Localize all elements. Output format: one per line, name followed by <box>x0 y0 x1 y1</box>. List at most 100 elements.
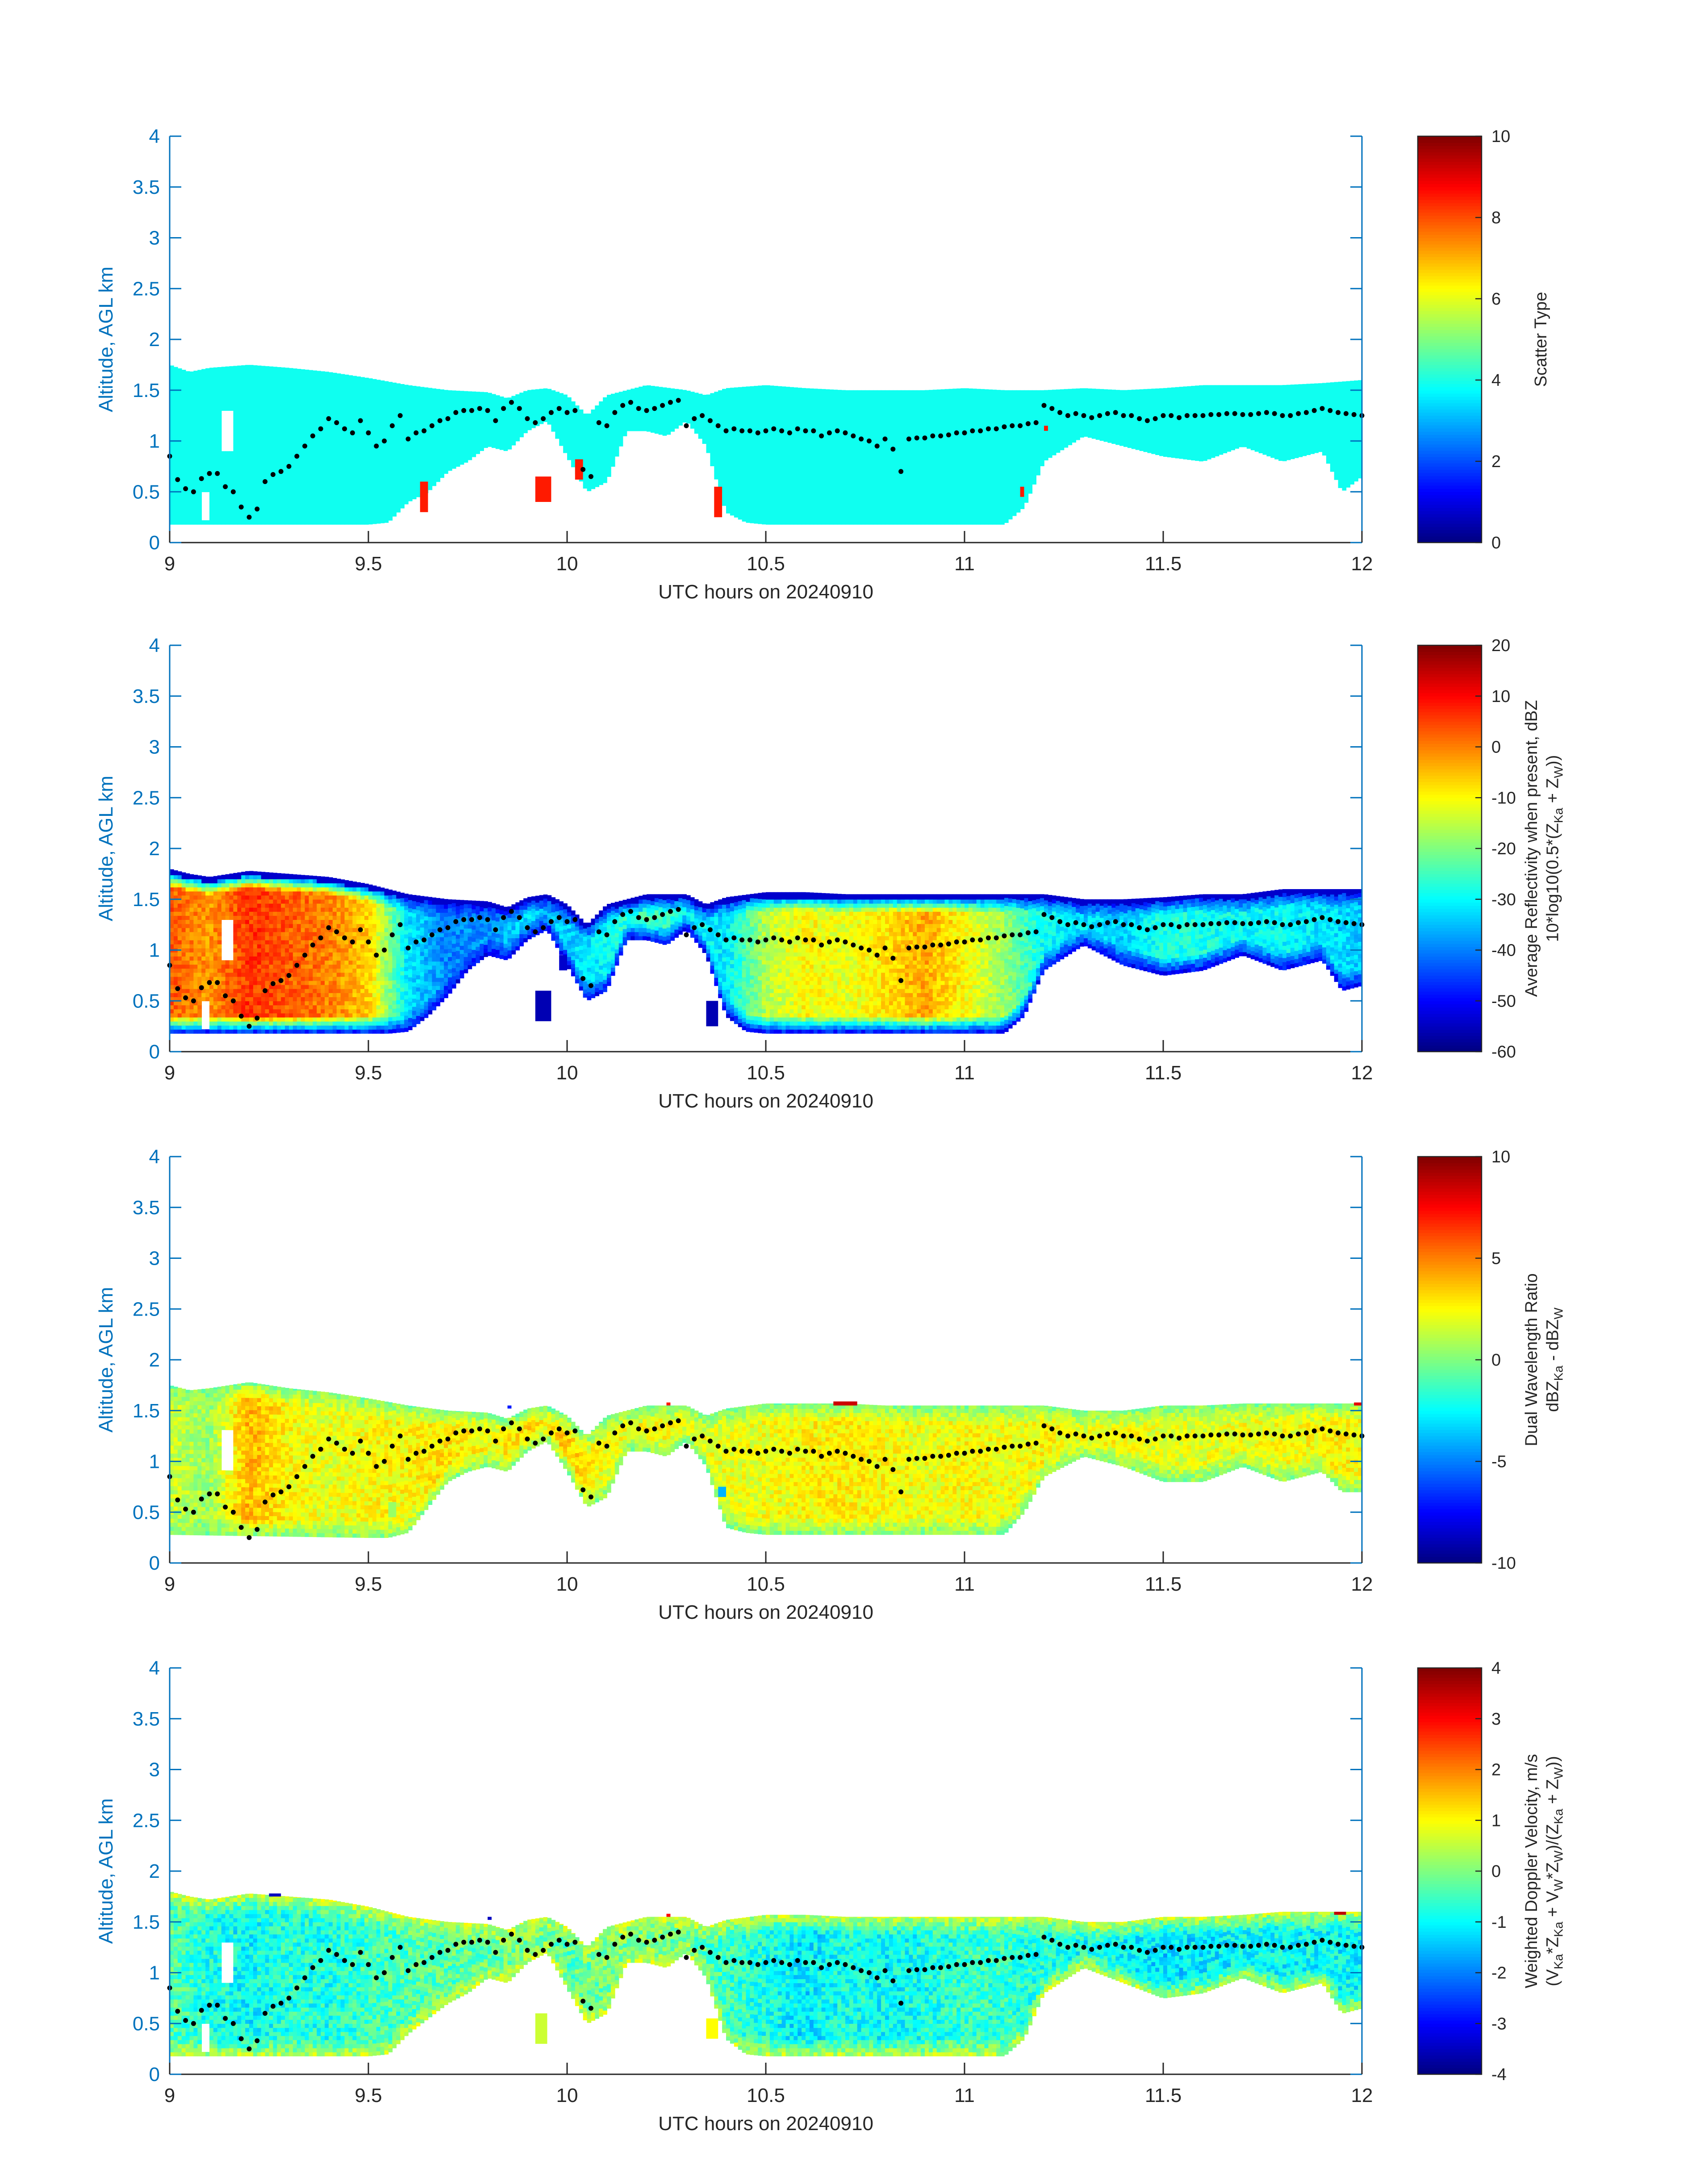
heatmap-cell <box>853 472 858 476</box>
heatmap-cell <box>670 427 675 432</box>
heatmap-cell <box>364 512 369 517</box>
heatmap-cell <box>305 439 309 443</box>
heatmap-cell <box>408 420 413 424</box>
heatmap-cell <box>404 427 409 431</box>
heatmap-cell <box>496 436 500 441</box>
heatmap-cell <box>615 432 619 436</box>
heatmap-cell <box>750 474 754 479</box>
heatmap-cell <box>201 468 206 472</box>
heatmap-cell <box>714 451 718 455</box>
heatmap-cell <box>555 402 560 406</box>
heatmap-cell <box>360 468 365 472</box>
heatmap-cell <box>897 439 902 443</box>
heatmap-cell <box>360 382 365 387</box>
heatmap-cell <box>877 439 881 443</box>
heatmap-cell <box>345 439 349 443</box>
heatmap-cell <box>488 402 492 406</box>
heatmap-cell <box>647 399 651 403</box>
heatmap-cell <box>515 421 520 425</box>
heatmap-cell <box>186 406 190 411</box>
heatmap-cell <box>893 488 898 492</box>
heatmap-cell <box>297 410 301 415</box>
heatmap-cell <box>869 455 873 460</box>
heatmap-cell <box>575 425 580 430</box>
heatmap-cell <box>197 394 202 399</box>
heatmap-cell <box>281 460 285 464</box>
heatmap-cell <box>519 433 524 437</box>
heatmap-cell <box>201 370 206 374</box>
heatmap-cell <box>893 504 898 509</box>
heatmap-cell <box>615 416 619 420</box>
heatmap-cell <box>193 460 198 464</box>
heatmap-cell <box>289 431 293 435</box>
heatmap-cell <box>190 372 194 374</box>
heatmap-cell <box>432 433 436 437</box>
heatmap-cell <box>404 480 409 484</box>
heatmap-cell <box>770 443 774 447</box>
heatmap-cell <box>285 439 289 443</box>
heatmap-cell <box>384 510 389 515</box>
heatmap-cell <box>245 386 250 391</box>
heatmap-cell <box>178 370 182 374</box>
heatmap-cell <box>746 386 751 389</box>
heatmap-cell <box>321 418 325 423</box>
heatmap-cell <box>345 431 349 435</box>
heatmap-cell <box>197 439 202 443</box>
heatmap-cell <box>356 447 361 451</box>
heatmap-cell <box>257 394 262 399</box>
heatmap-cell <box>213 394 218 399</box>
heatmap-cell <box>793 410 798 415</box>
heatmap-cell <box>885 516 889 521</box>
heatmap-cell <box>551 423 555 428</box>
heatmap-cell <box>603 409 607 414</box>
heatmap-cell <box>182 451 186 455</box>
heatmap-cell <box>758 459 762 463</box>
heatmap-cell <box>659 410 663 414</box>
heatmap-cell <box>317 520 321 525</box>
heatmap-cell <box>818 480 822 484</box>
heatmap-cell <box>782 394 786 399</box>
heatmap-cell <box>193 382 198 387</box>
heatmap-cell <box>865 472 870 476</box>
heatmap-cell <box>226 468 230 472</box>
heatmap-cell <box>293 508 297 513</box>
heatmap-cell <box>655 413 659 418</box>
heatmap-cell <box>193 484 198 488</box>
heatmap-cell <box>559 417 564 422</box>
heatmap-cell <box>432 409 436 413</box>
heatmap-cell <box>325 512 329 517</box>
heatmap-cell <box>217 504 222 509</box>
heatmap-cell <box>257 386 262 391</box>
heatmap-cell <box>778 414 782 419</box>
heatmap-cell <box>722 416 727 421</box>
heatmap-cell <box>877 464 881 468</box>
heatmap-cell <box>722 473 727 477</box>
heatmap-cell <box>372 451 377 455</box>
heatmap-cell <box>197 370 202 374</box>
heatmap-cell <box>861 406 866 411</box>
heatmap-cell <box>742 517 747 522</box>
heatmap-cell <box>853 423 858 427</box>
heatmap-cell <box>619 393 623 398</box>
heatmap-cell <box>782 451 786 455</box>
heatmap-cell <box>237 455 242 460</box>
heatmap-cell <box>257 488 262 492</box>
heatmap-cell <box>663 431 667 436</box>
heatmap-cell <box>651 428 655 433</box>
heatmap-cell <box>766 500 770 505</box>
heatmap-cell <box>186 512 190 517</box>
heatmap-cell <box>273 367 277 370</box>
heatmap-cell <box>484 403 488 407</box>
heatmap-cell <box>325 427 329 431</box>
heatmap-cell <box>321 496 325 500</box>
heatmap-cell <box>869 480 873 484</box>
heatmap-cell <box>865 520 870 525</box>
heatmap-cell <box>428 405 433 409</box>
heatmap-cell <box>444 429 448 433</box>
heatmap-cell <box>285 480 289 484</box>
heatmap-cell <box>201 382 206 387</box>
heatmap-cell <box>511 417 516 421</box>
heatmap-cell <box>190 410 194 415</box>
heatmap-cell <box>197 382 202 387</box>
heatmap-cell <box>396 468 401 472</box>
